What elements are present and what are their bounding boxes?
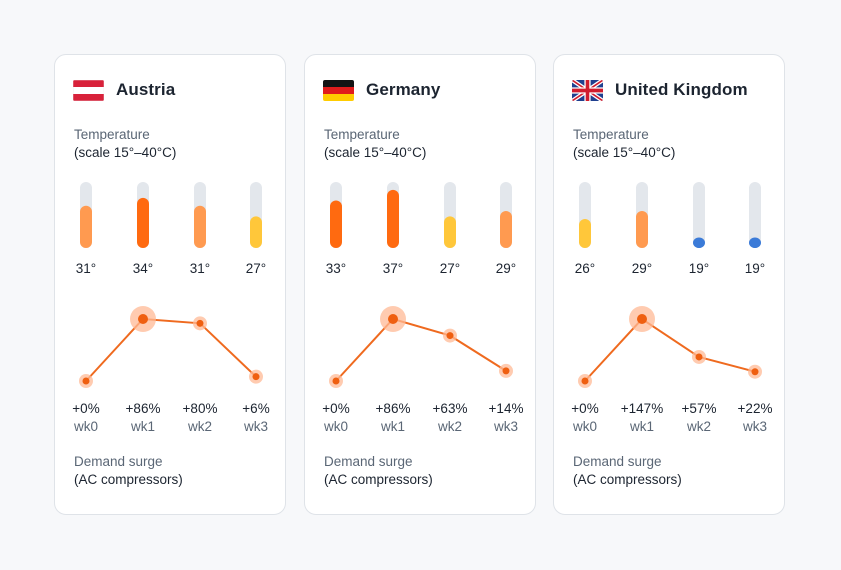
- week-label: wk3: [493, 419, 518, 434]
- card-header: Germany: [323, 79, 440, 101]
- week-label: wk0: [73, 419, 98, 434]
- demand-point: [502, 367, 510, 375]
- country-name: United Kingdom: [615, 80, 748, 99]
- demand-point: [332, 377, 340, 385]
- germany-flag-icon: [323, 79, 354, 101]
- demand-value-label: +86%: [126, 401, 161, 416]
- temperature-value-label: 34°: [133, 261, 153, 276]
- temperature-chart: 33° 37° 27° 29°: [326, 182, 516, 276]
- temperature-value-label: 19°: [689, 261, 709, 276]
- temperature-value-label: 27°: [440, 261, 460, 276]
- temperature-label: Temperature: [74, 127, 150, 142]
- week-label: wk0: [572, 419, 597, 434]
- demand-value-label: +0%: [322, 401, 349, 416]
- country-card-austria: Austria Temperature (scale 15°–40°C) 31°…: [54, 54, 286, 515]
- country-name: Austria: [116, 80, 176, 99]
- card-header: Austria: [73, 79, 175, 101]
- demand-point: [196, 319, 204, 327]
- demand-value-label: +14%: [489, 401, 524, 416]
- temperature-value-label: 37°: [383, 261, 403, 276]
- week-label: wk1: [629, 419, 654, 434]
- temperature-bar: [500, 211, 512, 248]
- demand-line: [584, 317, 756, 382]
- temperature-value-label: 27°: [246, 261, 266, 276]
- temperature-track: [749, 182, 761, 248]
- demand-point: [82, 377, 90, 385]
- temperature-label: Temperature: [573, 127, 649, 142]
- demand-surge-sub-label: (AC compressors): [324, 472, 433, 487]
- temperature-bar: [636, 211, 648, 248]
- austria-flag-icon: [73, 79, 104, 101]
- demand-line: [85, 317, 257, 382]
- temperature-bar: [387, 189, 399, 248]
- demand-point: [388, 314, 398, 324]
- temperature-track: [693, 182, 705, 248]
- week-label: wk2: [686, 419, 711, 434]
- demand-point: [637, 314, 647, 324]
- demand-value-label: +80%: [183, 401, 218, 416]
- demand-surge-sub-label: (AC compressors): [74, 472, 183, 487]
- temperature-value-label: 19°: [745, 261, 765, 276]
- uk-flag-icon: [572, 79, 603, 101]
- demand-surge-label: Demand surge: [573, 454, 662, 469]
- week-label: wk0: [323, 419, 348, 434]
- demand-surge-sub-label: (AC compressors): [573, 472, 682, 487]
- country-card-united-kingdom: United Kingdom Temperature (scale 15°–40…: [553, 54, 785, 515]
- week-label: wk3: [243, 419, 268, 434]
- demand-value-label: +86%: [376, 401, 411, 416]
- temperature-value-label: 29°: [496, 261, 516, 276]
- demand-line: [335, 317, 507, 382]
- temperature-scale-label: (scale 15°–40°C): [324, 145, 427, 160]
- temperature-bar: [749, 237, 761, 248]
- week-label: wk2: [187, 419, 212, 434]
- week-label: wk2: [437, 419, 462, 434]
- temperature-chart: 26° 29° 19° 19°: [575, 182, 765, 276]
- temperature-value-label: 31°: [190, 261, 210, 276]
- temperature-scale-label: (scale 15°–40°C): [74, 145, 177, 160]
- demand-value-label: +22%: [738, 401, 773, 416]
- country-name: Germany: [366, 80, 441, 99]
- demand-value-label: +147%: [621, 401, 663, 416]
- demand-value-label: +57%: [682, 401, 717, 416]
- demand-value-label: +0%: [72, 401, 99, 416]
- week-label: wk1: [130, 419, 155, 434]
- demand-point: [446, 332, 454, 340]
- demand-point: [581, 377, 589, 385]
- temperature-bar: [137, 197, 149, 248]
- temperature-chart: 31° 34° 31° 27°: [76, 182, 266, 276]
- week-label: wk1: [380, 419, 405, 434]
- temperature-bar: [330, 200, 342, 248]
- demand-surge-label: Demand surge: [324, 454, 413, 469]
- demand-surge-label: Demand surge: [74, 454, 163, 469]
- demand-surge-chart: +0% wk0 +86% wk1 +63% wk2 +14% wk3: [322, 306, 524, 434]
- demand-point: [138, 314, 148, 324]
- temperature-scale-label: (scale 15°–40°C): [573, 145, 676, 160]
- country-card-germany: Germany Temperature (scale 15°–40°C) 33°…: [304, 54, 536, 515]
- temperature-value-label: 29°: [632, 261, 652, 276]
- card-header: United Kingdom: [572, 79, 748, 101]
- week-label: wk3: [742, 419, 767, 434]
- demand-point: [695, 353, 703, 361]
- temperature-bar: [194, 205, 206, 248]
- temperature-label: Temperature: [324, 127, 400, 142]
- demand-point: [751, 368, 759, 376]
- temperature-bar: [80, 205, 92, 248]
- demand-surge-chart: +0% wk0 +86% wk1 +80% wk2 +6% wk3: [72, 306, 270, 434]
- demand-value-label: +0%: [571, 401, 598, 416]
- temperature-bar: [579, 218, 591, 248]
- temperature-value-label: 26°: [575, 261, 595, 276]
- temperature-value-label: 31°: [76, 261, 96, 276]
- demand-surge-chart: +0% wk0 +147% wk1 +57% wk2 +22% wk3: [571, 306, 773, 434]
- demand-point: [252, 373, 260, 381]
- temperature-bar: [250, 216, 262, 248]
- temperature-bar: [693, 237, 705, 248]
- demand-value-label: +63%: [433, 401, 468, 416]
- demand-value-label: +6%: [242, 401, 269, 416]
- temperature-bar: [444, 216, 456, 248]
- temperature-value-label: 33°: [326, 261, 346, 276]
